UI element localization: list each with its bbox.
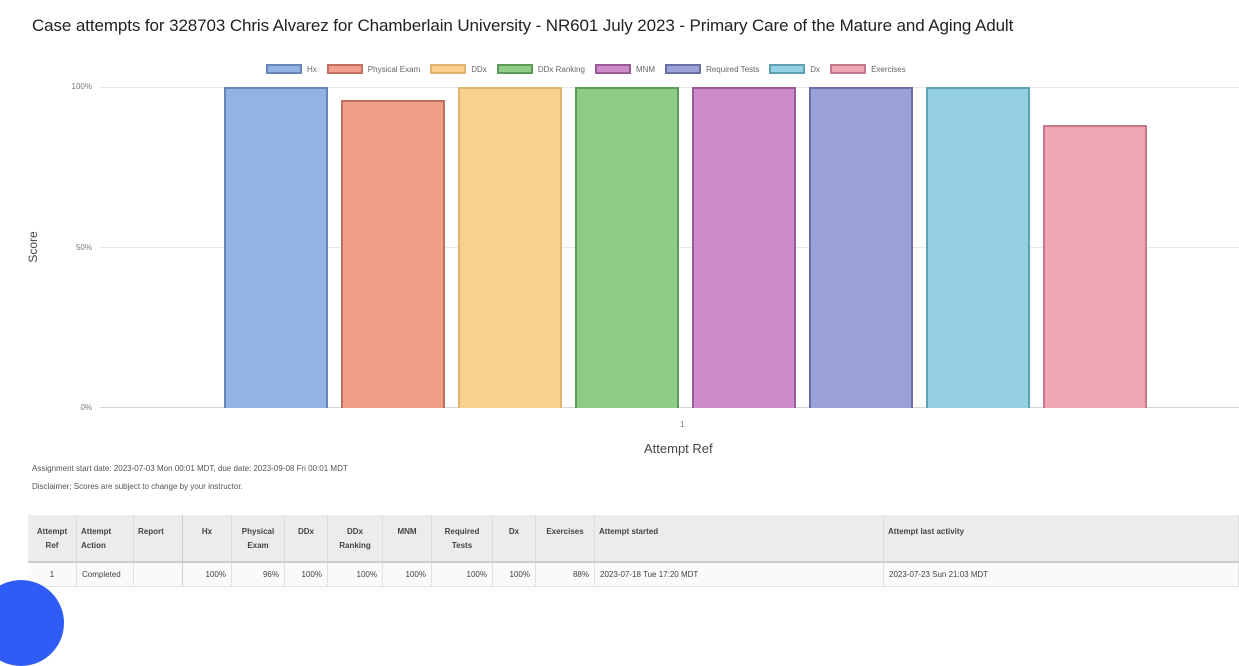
x-axis-label: Attempt Ref: [644, 441, 713, 456]
y-tick-100: 100%: [71, 82, 92, 91]
bar-required-tests[interactable]: [809, 87, 913, 408]
floating-action-button[interactable]: [0, 580, 64, 666]
bar-exercises[interactable]: [1043, 125, 1147, 408]
bar-dx[interactable]: [926, 87, 1030, 408]
cell-hx: 100%: [182, 562, 232, 587]
assignment-dates: Assignment start date: 2023-07-03 Mon 00…: [32, 464, 348, 473]
legend-item-dx[interactable]: Dx: [769, 64, 820, 74]
cell-attempt-action[interactable]: Completed: [76, 562, 134, 587]
col-physical-exam[interactable]: Physical Exam: [231, 515, 285, 563]
table-header-row: Attempt Ref Attempt Action Report Hx Phy…: [28, 515, 1239, 563]
col-exercises[interactable]: Exercises: [535, 515, 595, 563]
bar-physical-exam[interactable]: [341, 100, 445, 408]
legend-item-ddx-ranking[interactable]: DDx Ranking: [496, 64, 585, 74]
col-ddx[interactable]: DDx: [284, 515, 328, 563]
col-mnm[interactable]: MNM: [382, 515, 432, 563]
col-attempt-last-activity[interactable]: Attempt last activity: [883, 515, 1239, 563]
legend-label: Hx: [307, 64, 317, 74]
table-row[interactable]: 1 Completed 100% 96% 100% 100% 100% 100%…: [28, 562, 1239, 587]
col-dx[interactable]: Dx: [492, 515, 536, 563]
legend-swatch-ddx: [430, 64, 467, 74]
y-axis-label: Score: [26, 231, 40, 263]
legend-item-physical-exam[interactable]: Physical Exam: [326, 64, 421, 74]
col-report[interactable]: Report: [133, 515, 183, 563]
cell-attempt-last-activity: 2023-07-23 Sun 21:03 MDT: [883, 562, 1239, 587]
legend-label: Exercises: [871, 64, 906, 74]
bar-mnm[interactable]: [692, 87, 796, 408]
col-attempt-action[interactable]: Attempt Action: [76, 515, 134, 563]
legend-item-required-tests[interactable]: Required Tests: [665, 64, 759, 74]
chart-plot-area: [100, 87, 1239, 408]
legend-label: DDx: [471, 64, 487, 74]
cell-dx: 100%: [492, 562, 536, 587]
col-hx[interactable]: Hx: [182, 515, 232, 563]
cell-mnm: 100%: [382, 562, 432, 587]
col-required-tests[interactable]: Required Tests: [431, 515, 493, 563]
cell-physical-exam: 96%: [231, 562, 285, 587]
legend-swatch-hx: [266, 64, 302, 74]
legend-label: MNM: [635, 64, 656, 74]
legend-label: DDx Ranking: [537, 64, 585, 74]
legend-label: Dx: [810, 64, 821, 74]
legend-swatch-ddx-ranking: [496, 64, 533, 74]
bar-hx[interactable]: [224, 87, 328, 408]
col-ddx-ranking[interactable]: DDx Ranking: [327, 515, 383, 563]
cell-ddx: 100%: [284, 562, 328, 587]
legend-item-mnm[interactable]: MNM: [594, 64, 656, 74]
legend-swatch-physical-exam: [326, 64, 363, 74]
cell-exercises: 88%: [535, 562, 595, 587]
cell-required-tests: 100%: [431, 562, 493, 587]
bar-ddx[interactable]: [458, 87, 562, 408]
legend-swatch-dx: [769, 64, 806, 74]
legend-swatch-exercises: [830, 64, 867, 74]
x-tick-1: 1: [680, 420, 685, 429]
disclaimer: Disclaimer: Scores are subject to change…: [32, 482, 243, 491]
cell-attempt-started: 2023-07-18 Tue 17:20 MDT: [594, 562, 884, 587]
attempts-table: Attempt Ref Attempt Action Report Hx Phy…: [28, 515, 1239, 587]
legend-label: Physical Exam: [367, 64, 421, 74]
bar-ddx-ranking[interactable]: [575, 87, 679, 408]
legend-item-exercises[interactable]: Exercises: [830, 64, 906, 74]
page-title: Case attempts for 328703 Chris Alvarez f…: [32, 16, 1014, 35]
cell-ddx-ranking: 100%: [327, 562, 383, 587]
legend-item-ddx[interactable]: DDx: [430, 64, 487, 74]
legend-label: Required Tests: [706, 64, 760, 74]
chart-legend: Hx Physical Exam DDx DDx Ranking MNM Req…: [266, 64, 909, 74]
legend-item-hx[interactable]: Hx: [266, 64, 317, 74]
col-attempt-started[interactable]: Attempt started: [594, 515, 884, 563]
legend-swatch-mnm: [594, 64, 631, 74]
y-tick-0: 0%: [80, 403, 92, 412]
cell-report[interactable]: [133, 562, 183, 587]
col-attempt-ref[interactable]: Attempt Ref: [28, 515, 77, 563]
legend-swatch-required-tests: [665, 64, 702, 74]
y-tick-50: 50%: [75, 243, 92, 252]
